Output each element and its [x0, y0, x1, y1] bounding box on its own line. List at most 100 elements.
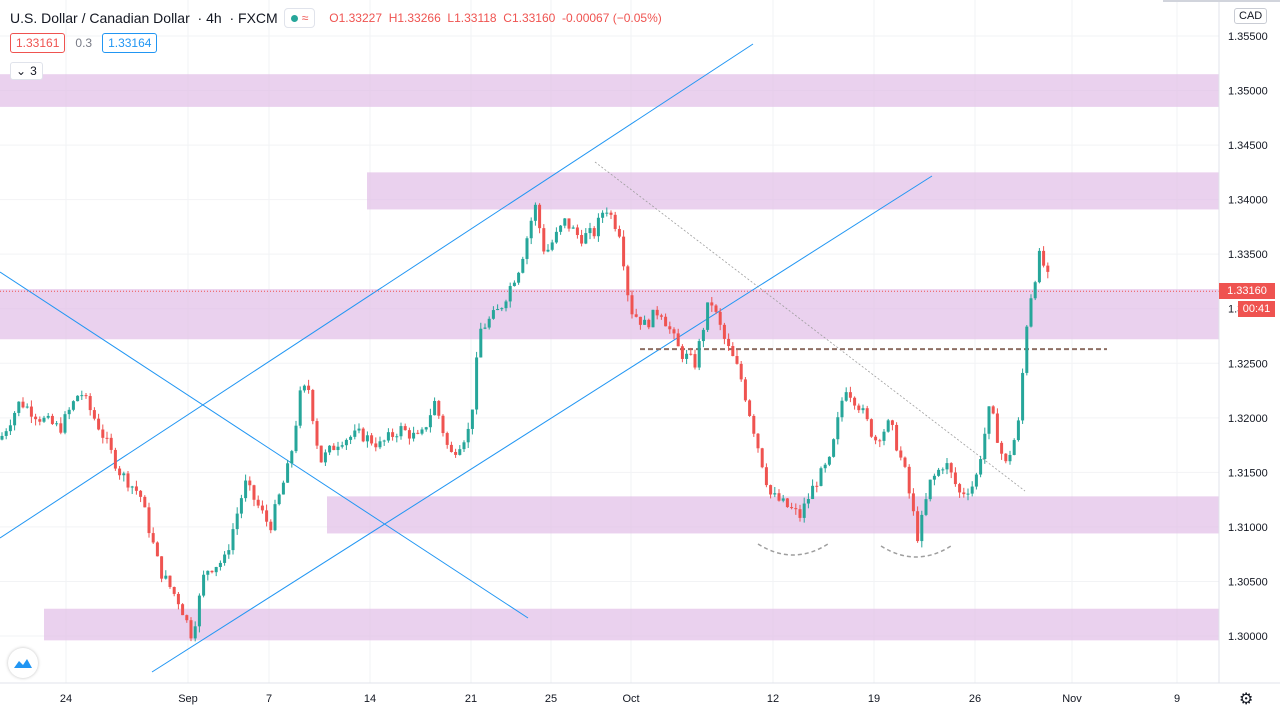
candle-body	[1021, 372, 1025, 421]
high-label: H	[388, 11, 398, 25]
candle-body	[197, 595, 201, 627]
indicators-toggle-button[interactable]: ⌄ 3	[10, 62, 43, 80]
candle-body	[323, 452, 327, 463]
candle-body	[588, 228, 592, 234]
candle-body	[953, 472, 957, 485]
candle-body	[344, 439, 348, 446]
candle-body	[88, 396, 92, 411]
candle-body	[739, 363, 743, 380]
candle-body	[449, 444, 453, 452]
candle-body	[50, 415, 54, 424]
candle-body	[760, 448, 764, 468]
candle-body	[752, 415, 756, 434]
candle-body	[748, 400, 752, 416]
candle-body	[1016, 420, 1020, 441]
candle-body	[651, 309, 655, 328]
candle-body	[349, 436, 353, 440]
candle-body	[916, 511, 920, 542]
candle-body	[214, 567, 218, 573]
candle-body	[1037, 250, 1041, 283]
candle-body	[101, 429, 105, 438]
price-tick-label: 1.30500	[1228, 576, 1268, 588]
candle-body	[63, 414, 67, 433]
candle-body	[945, 463, 949, 470]
currency-badge[interactable]: CAD	[1234, 8, 1268, 24]
candle-body	[819, 468, 823, 486]
candle-body	[500, 308, 504, 310]
candle-body	[239, 498, 243, 514]
settings-gear-icon[interactable]: ⚙	[1239, 691, 1254, 708]
candle-body	[227, 550, 231, 555]
candle-body	[353, 430, 357, 437]
market-status-button[interactable]: ≈	[283, 8, 316, 28]
candle-body	[307, 385, 311, 390]
price-tick-label: 1.34500	[1228, 140, 1268, 152]
candle-body	[290, 451, 294, 464]
quote-row: 1.33161 0.3 1.33164	[10, 33, 158, 53]
candle-body	[676, 333, 680, 347]
buy-button[interactable]: 1.33164	[102, 33, 158, 53]
candle-body	[882, 431, 886, 441]
candle-body	[764, 467, 768, 486]
candle-body	[55, 423, 59, 425]
candle-body	[802, 503, 806, 518]
candle-body	[206, 570, 210, 575]
candle-body	[412, 432, 416, 439]
candle-body	[84, 395, 88, 397]
candle-body	[155, 542, 159, 557]
time-tick-label: Nov	[1062, 693, 1082, 705]
candle-body	[601, 212, 605, 218]
price-tick-label: 1.35000	[1228, 86, 1268, 98]
sell-button[interactable]: 1.33161	[10, 33, 66, 53]
candle-body	[80, 395, 84, 397]
top-border	[1163, 0, 1280, 2]
candle-body	[911, 493, 915, 512]
candle-body	[941, 469, 945, 471]
candle-body	[38, 419, 42, 422]
candle-body	[890, 420, 894, 425]
candle-body	[710, 302, 714, 306]
candle-body	[332, 445, 336, 451]
chevron-down-icon: ⌄	[16, 64, 27, 78]
candle-body	[160, 556, 164, 579]
time-tick-label: 14	[364, 693, 376, 705]
wave-icon: ≈	[301, 11, 309, 25]
candle-body	[126, 473, 130, 488]
candle-body	[118, 468, 122, 476]
candle-body	[273, 504, 277, 531]
candle-body	[668, 326, 672, 330]
candle-body	[315, 421, 319, 446]
price-tick-label: 1.33500	[1228, 249, 1268, 261]
candle-body	[8, 425, 12, 432]
candle-body	[554, 231, 558, 243]
candle-body	[613, 214, 617, 229]
candle-body	[210, 570, 214, 573]
candle-body	[517, 272, 521, 283]
candle-body	[189, 620, 193, 639]
candle-body	[13, 412, 17, 426]
candle-body	[130, 486, 134, 488]
candle-body	[521, 258, 525, 273]
tradingview-logo-icon[interactable]	[8, 648, 38, 678]
candle-body	[176, 593, 180, 605]
candle-body	[722, 324, 726, 339]
candle-body	[924, 499, 928, 515]
time-tick-label: 25	[545, 693, 557, 705]
candle-body	[231, 529, 235, 551]
candle-body	[634, 314, 638, 317]
candle-body	[1029, 298, 1033, 327]
candle-body	[92, 410, 96, 419]
symbol-title[interactable]: U.S. Dollar / Canadian Dollar · 4h · FXC…	[10, 10, 278, 26]
candle-body	[617, 228, 621, 237]
candle-body	[428, 415, 432, 428]
candle-body	[685, 353, 689, 359]
candle-body	[857, 405, 861, 411]
candle-body	[475, 357, 479, 410]
time-tick-label: 21	[465, 693, 477, 705]
time-tick-label: 12	[767, 693, 779, 705]
price-axis: 1.355001.350001.345001.340001.335001.330…	[1218, 0, 1268, 683]
candle-body	[445, 433, 449, 445]
candle-body	[928, 479, 932, 500]
price-zone	[327, 496, 1219, 534]
